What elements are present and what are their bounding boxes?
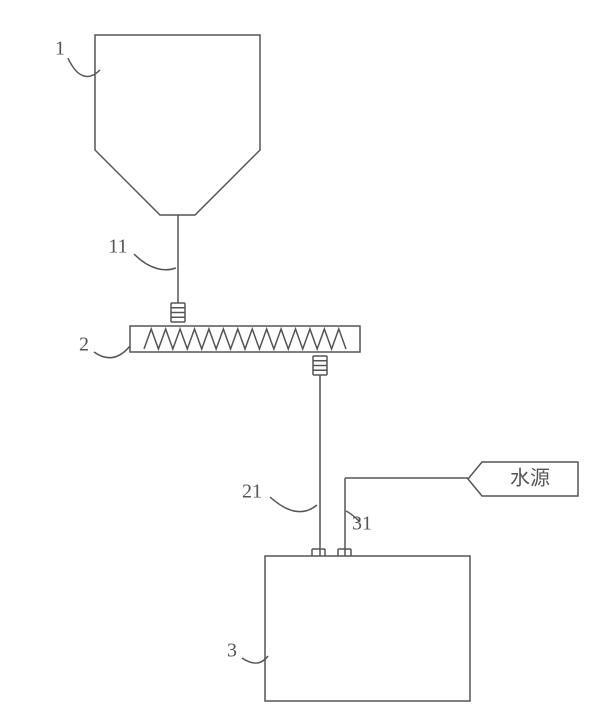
callout-c11-leader	[134, 254, 176, 270]
callout-c31-label: 31	[352, 513, 372, 535]
tank-3	[265, 556, 470, 701]
callout-c2-leader	[94, 346, 130, 358]
water-source-label: 水源	[510, 467, 550, 490]
hopper	[95, 35, 260, 215]
callout-c21-leader	[270, 497, 317, 512]
callout-c3-leader	[242, 656, 268, 663]
callout-c3-label: 3	[227, 640, 237, 662]
screw-thread	[144, 329, 346, 349]
callout-c2-label: 2	[79, 334, 89, 356]
callout-c1-label: 1	[55, 38, 65, 60]
callout-c21-label: 21	[242, 481, 262, 503]
callout-c11-label: 11	[108, 236, 127, 258]
coupling-11	[171, 303, 185, 322]
coupling-21	[313, 356, 327, 375]
